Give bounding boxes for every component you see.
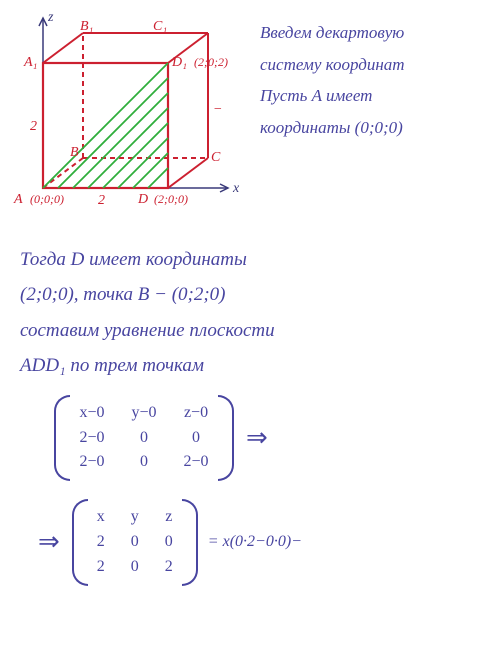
vertex-A: A: [13, 192, 23, 207]
body-line-2: (2;0;0), точка B − (0;2;0): [20, 280, 480, 309]
determinant-2: ⇒ x y z 2 0 0 2 0 2 = x(0·2−0·0)−: [30, 499, 480, 585]
m2-r3c2: 0: [120, 555, 150, 580]
m2-r2c1: 2: [86, 530, 116, 555]
m1-r2c2: 0: [120, 426, 168, 451]
axis-z-label: z: [47, 10, 54, 25]
hatched-plane: [43, 63, 168, 188]
vertex-D1: D₁: [171, 55, 187, 70]
vertex-A1: A₁: [23, 55, 37, 70]
vertex-C: C: [211, 150, 221, 165]
m2-r1c2: y: [120, 505, 150, 530]
matrix-1: x−0 y−0 z−0 2−0 0 0 2−0 0 2−0: [54, 395, 234, 481]
body-line-1: Тогда D имеет координаты: [20, 245, 480, 274]
m2-r1c1: x: [86, 505, 116, 530]
m1-r3c1: 2−0: [68, 450, 116, 475]
body-line-4: ADD₁ по трем точкам: [20, 351, 480, 380]
edge-len-left: 2: [30, 119, 37, 134]
m1-r2c3: 0: [172, 426, 220, 451]
m2-r1c3: z: [154, 505, 184, 530]
expansion-expr: = x(0·2−0·0)−: [208, 530, 302, 555]
m2-r3c3: 2: [154, 555, 184, 580]
intro-line-4: координаты (0;0;0): [260, 115, 490, 141]
intro-line-1: Введем декартовую: [260, 20, 490, 46]
m1-r1c1: x−0: [68, 401, 116, 426]
intro-text: Введем декартовую систему координат Пуст…: [260, 20, 490, 146]
vertex-B1: B₁: [80, 19, 93, 34]
m1-r3c2: 0: [120, 450, 168, 475]
edge-len-bottom: 2: [98, 193, 105, 208]
coord-D: (2;0;0): [154, 192, 188, 206]
m2-r2c2: 0: [120, 530, 150, 555]
vertex-B: B: [70, 145, 79, 160]
coord-D1: (2;0;2): [194, 55, 228, 69]
m1-r3c3: 2−0: [172, 450, 220, 475]
intro-line-3: Пусть A имеет: [260, 83, 490, 109]
cube-diagram: z x A₁ B₁ C₁ D₁ (2;0;2) B C A (0;0;0) D …: [8, 8, 248, 208]
intro-line-2: систему координат: [260, 52, 490, 78]
tick-right: −: [213, 102, 222, 117]
axis-x-label: x: [232, 181, 240, 196]
body-text: Тогда D имеет координаты (2;0;0), точка …: [20, 245, 480, 586]
body-line-3: составим уравнение плоскости: [20, 316, 480, 345]
arrow-1: ⇒: [246, 418, 268, 458]
m1-r2c1: 2−0: [68, 426, 116, 451]
vertex-C1: C₁: [153, 19, 167, 34]
arrow-2: ⇒: [38, 522, 60, 562]
matrix-2: x y z 2 0 0 2 0 2: [72, 499, 198, 585]
m1-r1c3: z−0: [172, 401, 220, 426]
coord-A: (0;0;0): [30, 192, 64, 206]
determinant-1: x−0 y−0 z−0 2−0 0 0 2−0 0 2−0 ⇒: [50, 395, 480, 481]
m2-r3c1: 2: [86, 555, 116, 580]
m2-r2c3: 0: [154, 530, 184, 555]
vertex-D: D: [137, 192, 148, 207]
m1-r1c2: y−0: [120, 401, 168, 426]
